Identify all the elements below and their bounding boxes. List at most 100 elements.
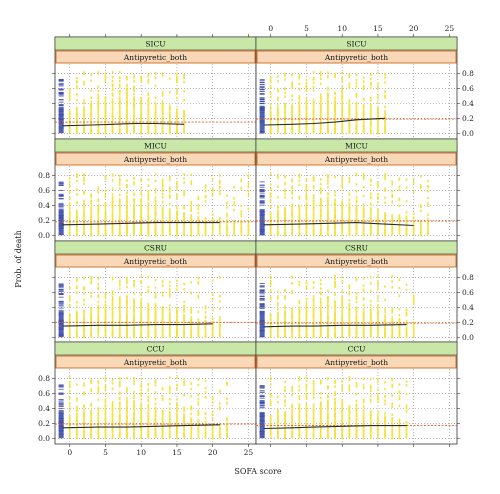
strip-treatment-label: Antipyretic_both [123,257,187,266]
data-point [183,205,185,208]
panel-ccu-left: CCU Antipyretic_both [54,341,257,445]
point-band [111,200,114,236]
data-point [377,184,379,187]
data-point [334,284,336,287]
data-point [405,215,408,218]
data-point [412,190,415,194]
data-point [190,308,193,312]
data-point [226,402,228,405]
data-point [68,91,71,94]
data-point [312,390,315,394]
data-point [362,176,365,180]
data-point [355,297,358,300]
data-point [341,290,344,293]
data-point [420,186,422,189]
data-point [211,177,214,181]
data-point [305,84,308,88]
data-point [226,212,228,216]
data-point [341,175,344,179]
data-point [90,73,92,77]
data-point [83,382,85,385]
data-point [83,292,85,295]
data-point [305,396,308,399]
data-point [391,402,394,405]
data-point [355,300,358,304]
data-point [68,88,71,91]
data-point [384,196,386,200]
data-point [204,184,207,187]
data-point [190,206,193,209]
data-point [176,407,178,410]
rug-marks [58,384,64,439]
data-point [341,295,344,299]
data-point [68,390,71,393]
data-point [183,190,185,193]
data-point [197,282,200,285]
data-point [118,174,121,178]
data-point [377,378,379,381]
data-point [412,300,415,304]
point-band [183,110,185,134]
point-band [183,314,185,338]
data-point [327,179,329,183]
strip-unit-label: SICU [145,40,165,49]
data-point [298,96,301,100]
data-point [369,400,372,403]
point-band [348,405,351,439]
data-point [277,295,279,298]
data-point [391,383,394,386]
data-point [334,72,336,76]
data-point [161,196,164,199]
rug-marks [259,181,265,236]
data-point [362,398,365,401]
data-point [97,391,100,394]
data-point [348,378,351,382]
data-point [161,100,164,103]
data-point [284,385,286,389]
data-point [391,183,394,186]
data-point [140,382,143,386]
data-point [341,184,344,188]
data-point [211,417,214,420]
data-point [298,82,301,86]
data-point [334,190,336,194]
data-point [133,89,135,92]
point-band [111,403,114,439]
data-point [147,92,150,95]
data-point [211,217,214,221]
data-point [133,379,135,383]
data-point [377,380,379,384]
data-point [312,85,315,89]
data-point [384,90,386,94]
rug-marks [259,283,265,338]
data-point [76,383,78,386]
data-point [190,306,193,310]
x-tick-label-top: 15 [373,24,383,33]
data-point [291,406,293,410]
data-point [118,287,121,290]
point-band [111,98,114,134]
data-point [168,308,171,311]
data-point [369,384,372,388]
data-point [362,386,365,390]
data-point [384,412,386,415]
x-tick-label-top: 10 [337,24,347,33]
data-point [284,74,286,77]
point-band [412,321,415,338]
data-point [183,413,185,416]
data-point [305,78,308,82]
data-point [104,193,107,196]
data-point [83,203,85,207]
data-point [405,311,408,314]
point-band [183,415,185,439]
data-point [384,201,386,205]
data-point [104,77,107,80]
data-point [305,97,308,100]
data-point [133,192,135,195]
data-point [334,385,336,388]
point-band [284,208,286,236]
point-band [218,219,221,236]
data-point [348,73,351,76]
data-point [126,281,128,284]
data-point [168,398,171,401]
